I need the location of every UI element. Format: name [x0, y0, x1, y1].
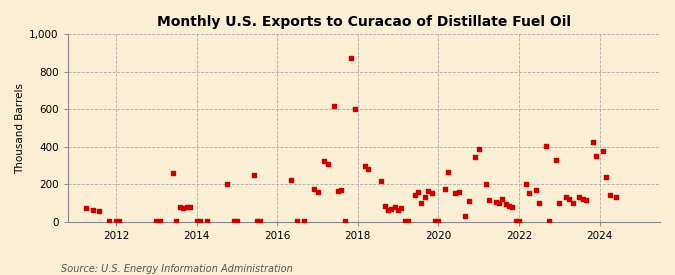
Point — [335, 188, 346, 192]
Point — [332, 189, 343, 193]
Point — [87, 207, 98, 212]
Point — [541, 144, 551, 148]
Point — [490, 200, 501, 204]
Point — [362, 167, 373, 171]
Point — [510, 219, 521, 223]
Point — [114, 219, 125, 223]
Point — [463, 199, 474, 203]
Point — [483, 198, 494, 202]
Point — [111, 219, 122, 223]
Point — [322, 161, 333, 166]
Point — [567, 201, 578, 205]
Point — [410, 192, 421, 197]
Point — [544, 219, 555, 223]
Point — [171, 219, 182, 223]
Point — [151, 219, 162, 224]
Point — [504, 204, 514, 208]
Point — [497, 197, 508, 201]
Text: Source: U.S. Energy Information Administration: Source: U.S. Energy Information Administ… — [61, 264, 292, 274]
Point — [389, 205, 400, 209]
Point — [104, 219, 115, 223]
Point — [473, 147, 484, 151]
Point — [577, 197, 588, 201]
Point — [329, 103, 340, 108]
Point — [574, 195, 585, 200]
Point — [597, 148, 608, 153]
Point — [430, 219, 441, 223]
Point — [80, 205, 91, 210]
Point — [416, 201, 427, 205]
Point — [181, 205, 192, 209]
Point — [252, 219, 263, 223]
Point — [587, 140, 598, 144]
Point — [228, 219, 239, 223]
Point — [611, 195, 622, 200]
Point — [221, 182, 232, 186]
Point — [470, 155, 481, 159]
Point — [285, 177, 296, 182]
Point — [232, 219, 242, 223]
Y-axis label: Thousand Barrels: Thousand Barrels — [15, 82, 25, 174]
Point — [299, 219, 310, 223]
Point — [184, 205, 195, 209]
Point — [376, 179, 387, 184]
Point — [194, 219, 205, 223]
Point — [450, 191, 461, 195]
Point — [393, 207, 404, 212]
Point — [423, 189, 434, 193]
Point — [460, 214, 470, 218]
Point — [524, 191, 535, 195]
Point — [493, 201, 504, 205]
Point — [551, 158, 562, 162]
Point — [554, 201, 565, 205]
Point — [520, 182, 531, 186]
Point — [591, 154, 601, 158]
Point — [400, 219, 410, 223]
Point — [383, 208, 394, 213]
Point — [601, 175, 612, 179]
Point — [581, 198, 592, 202]
Point — [561, 195, 572, 200]
Point — [500, 202, 511, 206]
Point — [174, 205, 185, 209]
Point — [292, 219, 303, 223]
Title: Monthly U.S. Exports to Curacao of Distillate Fuel Oil: Monthly U.S. Exports to Curacao of Disti… — [157, 15, 571, 29]
Point — [201, 219, 212, 223]
Point — [534, 201, 545, 205]
Point — [319, 159, 330, 163]
Point — [564, 197, 574, 201]
Point — [440, 187, 451, 191]
Point — [154, 219, 165, 224]
Point — [309, 187, 320, 191]
Point — [178, 205, 189, 210]
Point — [248, 173, 259, 177]
Point — [191, 219, 202, 223]
Point — [480, 182, 491, 186]
Point — [604, 193, 615, 198]
Point — [531, 188, 541, 192]
Point — [396, 205, 407, 210]
Point — [433, 219, 443, 223]
Point — [514, 219, 524, 223]
Point — [507, 205, 518, 209]
Point — [94, 209, 105, 213]
Point — [420, 195, 431, 200]
Point — [312, 189, 323, 194]
Point — [443, 170, 454, 174]
Point — [349, 107, 360, 111]
Point — [339, 219, 350, 223]
Point — [168, 171, 179, 175]
Point — [413, 189, 424, 194]
Point — [346, 56, 356, 60]
Point — [359, 164, 370, 169]
Point — [386, 207, 397, 211]
Point — [403, 219, 414, 223]
Point — [453, 189, 464, 194]
Point — [426, 191, 437, 195]
Point — [379, 204, 390, 208]
Point — [255, 219, 266, 223]
